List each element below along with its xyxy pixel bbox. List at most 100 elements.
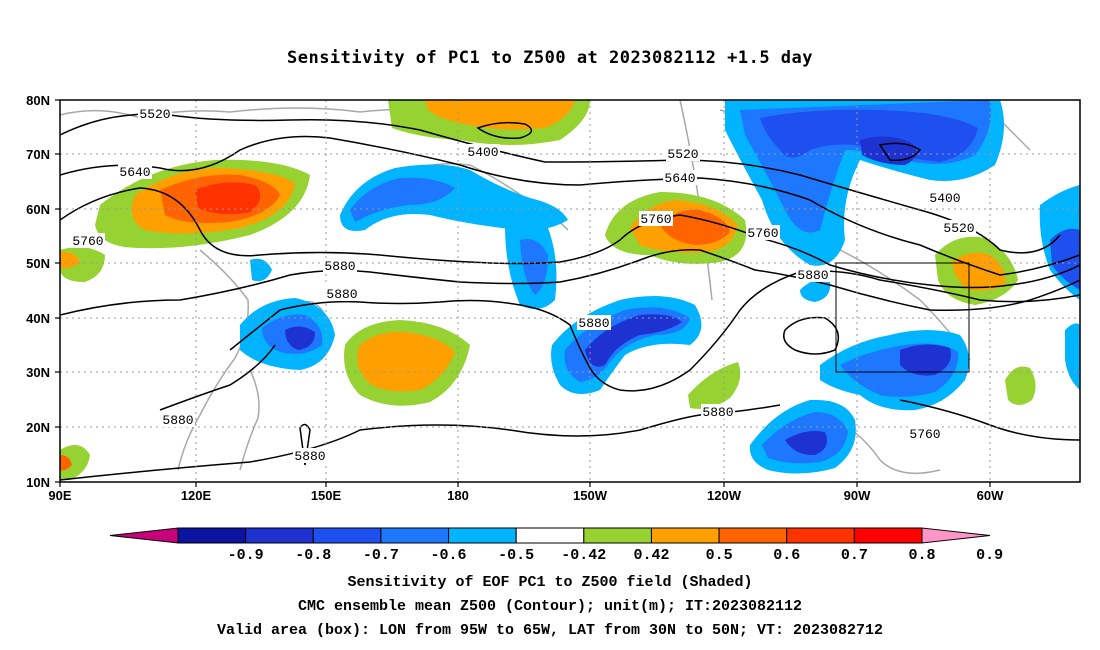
contour-label: 5880: [324, 259, 355, 274]
positive-region: [60, 455, 72, 471]
contour-label-bg: [663, 170, 697, 185]
colorbar-segment: [312, 527, 382, 544]
lat-tick-label: 50N: [26, 256, 50, 271]
colorbar-label: 0.7: [841, 547, 868, 564]
contour-label-bg: [796, 267, 830, 282]
colorbar-label: 0.9: [976, 547, 1003, 564]
colorbar-label: -0.5: [498, 547, 534, 564]
positive-region: [357, 331, 455, 392]
positive-region: [195, 182, 261, 215]
negative-region: [900, 344, 951, 376]
negative-region: [785, 431, 828, 456]
negative-region: [285, 326, 315, 350]
colorbar-segment: [380, 527, 450, 544]
colorbar-segment: [245, 527, 314, 544]
contour-label: 5880: [162, 413, 193, 428]
contour-label: 5760: [640, 212, 671, 227]
contour-label-bg: [138, 106, 172, 121]
lat-tick-label: 10N: [26, 475, 50, 490]
lat-tick-label: 30N: [26, 365, 50, 380]
contour-label-bg: [323, 258, 357, 273]
contour-label: 5520: [943, 221, 974, 236]
contour-label-bg: [942, 220, 976, 235]
colorbar-right-extension: [921, 527, 991, 544]
contour-label: 5400: [467, 145, 498, 160]
contour-label-bg: [666, 146, 700, 161]
colorbar-segment: [650, 527, 720, 544]
contour-label-bg: [466, 144, 500, 159]
contour-label-bg: [908, 426, 942, 441]
plot-frame: [59, 99, 1081, 483]
colorbar-label: 0.42: [633, 547, 669, 564]
map-title: Sensitivity of PC1 to Z500 at 2023082112…: [286, 48, 813, 68]
contour-label: 5880: [797, 268, 828, 283]
caption-shading: Sensitivity of EOF PC1 to Z500 field (Sh…: [347, 574, 753, 591]
negative-region: [250, 258, 272, 282]
colorbar-label: 0.5: [706, 547, 733, 564]
positive-region: [1005, 366, 1036, 405]
colorbar-segment: [448, 527, 517, 544]
negative-region: [760, 109, 978, 162]
lon-tick-label: 90W: [844, 488, 871, 503]
colorbar-label: -0.8: [295, 547, 331, 564]
colorbar-label: -0.42: [561, 547, 606, 564]
colorbar-segment: [786, 527, 855, 544]
colorbar-label: -0.6: [431, 547, 467, 564]
contour-label: 5880: [326, 287, 357, 302]
colorbar-label: -0.9: [228, 547, 264, 564]
lon-tick-label: 90E: [48, 488, 71, 503]
contour-label: 5880: [702, 405, 733, 420]
contour-label: 5760: [909, 427, 940, 442]
grid: [60, 100, 1080, 482]
lat-tick-label: 70N: [26, 147, 50, 162]
positive-region: [60, 251, 80, 269]
negative-region: [520, 239, 548, 295]
positive-region: [60, 445, 90, 480]
contour-label-bg: [161, 412, 195, 427]
contour-label: 5520: [139, 107, 170, 122]
contour-label-bg: [118, 164, 152, 179]
lon-tick-label: 60W: [977, 488, 1004, 503]
z500-contours: [60, 113, 1080, 481]
negative-sensitivity-regions: [240, 100, 1080, 474]
contour-labels: 5520 5400 5520 5640 5760 5400 5520 5640 5760 5760…: [71, 106, 976, 464]
positive-region: [952, 252, 1006, 291]
valid-area-box: [835, 262, 970, 373]
contour-label: 5640: [119, 165, 150, 180]
colorbar-segment: [177, 527, 247, 544]
caption-contour: CMC ensemble mean Z500 (Contour); unit(m…: [297, 598, 803, 615]
positive-region: [660, 209, 730, 245]
colorbar-label: 0.8: [908, 547, 935, 564]
contour-label: 5640: [664, 171, 695, 186]
lon-tick-label: 120E: [181, 488, 212, 503]
colorbar-label: 0.6: [773, 547, 800, 564]
lat-tick-label: 40N: [26, 311, 50, 326]
positive-region: [688, 362, 741, 409]
negative-region: [1050, 228, 1080, 290]
lon-tick-label: 180: [447, 488, 469, 503]
lon-tick-label: 120W: [707, 488, 742, 503]
colorbar-left-extension: [109, 527, 179, 544]
contour-label-bg: [577, 315, 611, 330]
contour-label: 5760: [747, 226, 778, 241]
contour-label: 5880: [294, 449, 325, 464]
colorbar-segment: [718, 527, 788, 544]
lat-tick-label: 60N: [26, 202, 50, 217]
colorbar-segment: [583, 527, 652, 544]
contour-label-bg: [71, 233, 105, 248]
colorbar-segment: [853, 527, 923, 544]
negative-region: [800, 279, 831, 302]
colorbar-label: -0.7: [363, 547, 399, 564]
contour-label: 5400: [929, 191, 960, 206]
negative-region: [1065, 323, 1080, 390]
negative-region: [585, 314, 682, 367]
contour-label-bg: [928, 190, 962, 205]
contour-label-bg: [746, 225, 780, 240]
map-plot-area: 5520 5400 5520 5640 5760 5400 5520 5640 5760 5760…: [60, 100, 1080, 482]
contour-label: 5880: [578, 316, 609, 331]
contour-label: 5760: [72, 234, 103, 249]
positive-region: [425, 100, 575, 130]
contour-label-bg: [325, 286, 359, 301]
